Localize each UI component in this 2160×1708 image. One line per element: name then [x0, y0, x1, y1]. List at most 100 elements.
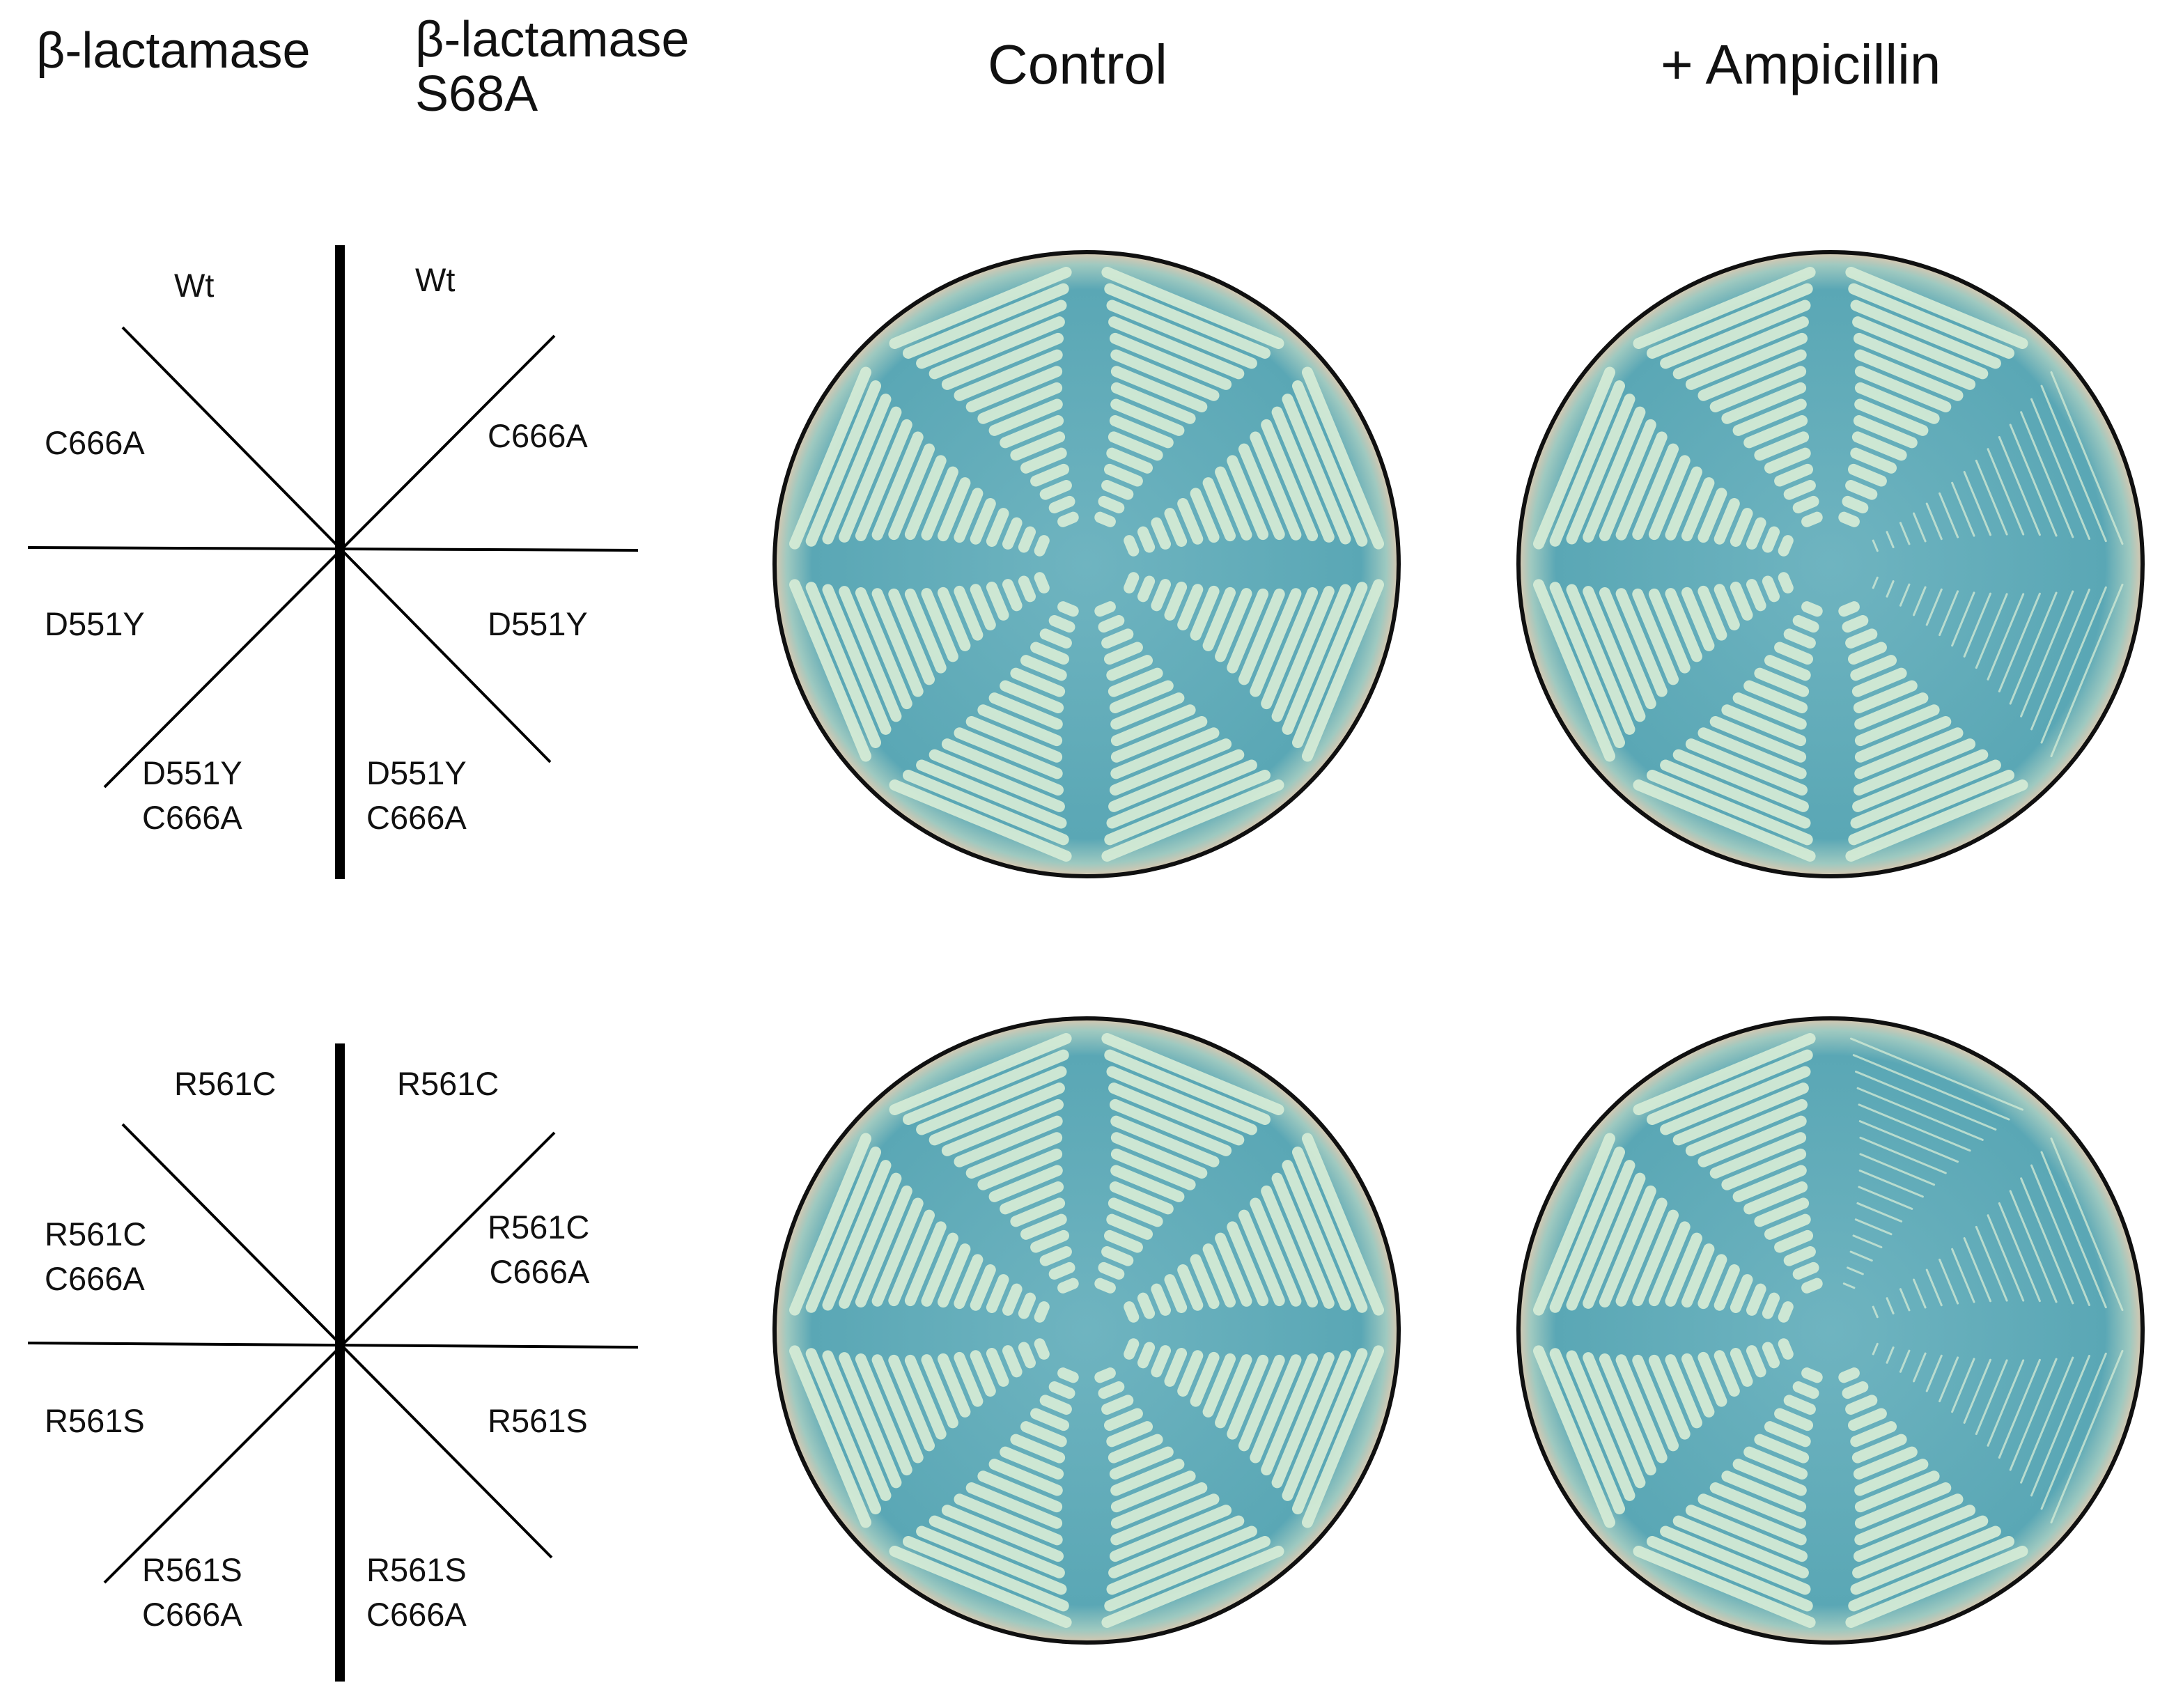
colony-streak [888, 1354, 935, 1452]
colony-streak [1987, 593, 2025, 681]
colony-streak [1854, 727, 1964, 779]
colony-streak [1271, 406, 1335, 543]
colony-streak [1854, 398, 1929, 436]
colony-streak [1104, 1049, 1271, 1125]
colony-streak [1845, 1546, 2028, 1628]
colony-streak [1697, 1493, 1807, 1546]
colony-streak [986, 582, 1009, 621]
colony-streak [1030, 463, 1069, 487]
colony-streak [1925, 502, 1943, 541]
colony-streak [1108, 1082, 1245, 1146]
colony-streak [1057, 601, 1079, 617]
colony-streak [1987, 1214, 2025, 1302]
colony-streak [1872, 1305, 1879, 1319]
colony-streak [1108, 1515, 1245, 1578]
colony-streak [1847, 1266, 1864, 1275]
colony-streak [1533, 366, 1615, 550]
colony-streak [1000, 1446, 1064, 1480]
colony-streak [1854, 349, 1964, 401]
colony-streak [871, 431, 924, 541]
colony-streak [1000, 680, 1064, 713]
colony-streak [1020, 1421, 1067, 1447]
agar-surface [775, 1018, 1399, 1643]
colony-streak [1963, 1358, 1991, 1424]
colony-streak [1533, 579, 1615, 762]
colony-streak [1110, 382, 1196, 424]
colony-streak [1852, 316, 1989, 380]
colony-streak [1566, 1160, 1635, 1311]
colony-streak [2009, 591, 2058, 705]
colony-streak [1110, 1482, 1208, 1529]
colony-streak [1801, 511, 1823, 527]
colony-streak [1886, 531, 1895, 548]
colony-streak [1302, 1133, 1384, 1316]
colony-streak [1854, 1218, 1893, 1236]
colony-streak [1648, 588, 1691, 674]
colony-streak [1533, 1345, 1615, 1528]
colony-streak [1020, 447, 1067, 474]
colony-streak [941, 738, 1064, 796]
colony-streak [1227, 588, 1269, 674]
colony-streak [1852, 1054, 2010, 1121]
colony-streak [822, 1350, 892, 1501]
colony-streak [1647, 1049, 1813, 1125]
colony-streak [1202, 587, 1236, 651]
label-line: R561C [45, 1216, 147, 1252]
colony-streak [839, 406, 902, 543]
colony-streak [1854, 1505, 1976, 1562]
colony-streak [1632, 443, 1679, 541]
colony-streak [988, 1459, 1063, 1496]
colony-streak [1854, 1493, 1964, 1546]
colony-streak [904, 588, 947, 674]
colony-streak [970, 584, 996, 630]
colony-streak [1660, 300, 1811, 369]
colony-streak [1261, 1185, 1319, 1307]
colony-streak [1886, 1297, 1895, 1314]
colony-streak [965, 366, 1063, 412]
colony-streak [1094, 511, 1116, 527]
colony-streak [1110, 1493, 1220, 1546]
label-line: R561C [488, 1209, 590, 1245]
colony-streak [1615, 1354, 1668, 1464]
colony-streak [1852, 1234, 1883, 1248]
label-line: C666A [45, 1260, 145, 1297]
colony-streak [2040, 1352, 2107, 1510]
bottom-plate-key [27, 1043, 639, 1682]
colony-streak [1583, 406, 1646, 543]
colony-streak [1845, 267, 2028, 349]
colony-streak [1854, 704, 1940, 747]
colony-streak [1104, 1408, 1143, 1431]
colony-streak [1998, 592, 2041, 692]
colony-streak [1098, 615, 1125, 633]
colony-streak [1856, 1087, 1984, 1141]
colony-streak [871, 1197, 924, 1307]
colony-streak [904, 1354, 947, 1440]
colony-streak [1110, 1098, 1232, 1156]
colony-streak [1975, 1359, 2008, 1436]
colony-streak [1858, 1120, 1959, 1163]
colony-streak [903, 770, 1069, 846]
colony-streak [1899, 1349, 1911, 1373]
colony-streak [1665, 466, 1702, 541]
colony-streak [1855, 1071, 1997, 1131]
colony-streak [1110, 1132, 1208, 1179]
colony-streak [1762, 1292, 1780, 1319]
colony-streak [1854, 1459, 1929, 1496]
colony-streak [1858, 1170, 1924, 1198]
colony-streak [1774, 1229, 1813, 1253]
colony-streak [1101, 480, 1134, 500]
bottom-key-right-r561s-c666a: R561S C666A [366, 1548, 467, 1637]
colony-streak [1783, 1395, 1816, 1415]
colony-streak [903, 283, 1069, 359]
colony-streak [2030, 589, 2090, 731]
colony-streak [1754, 667, 1810, 697]
colony-streak [1714, 584, 1740, 630]
colony-streak [1215, 588, 1252, 662]
colony-streak [1851, 1434, 1907, 1464]
colony-streak [1599, 1353, 1656, 1476]
colony-streak [1848, 463, 1887, 487]
colony-streak [1109, 1181, 1174, 1215]
colony-streak [1998, 1202, 2041, 1303]
colony-streak [1783, 480, 1816, 500]
